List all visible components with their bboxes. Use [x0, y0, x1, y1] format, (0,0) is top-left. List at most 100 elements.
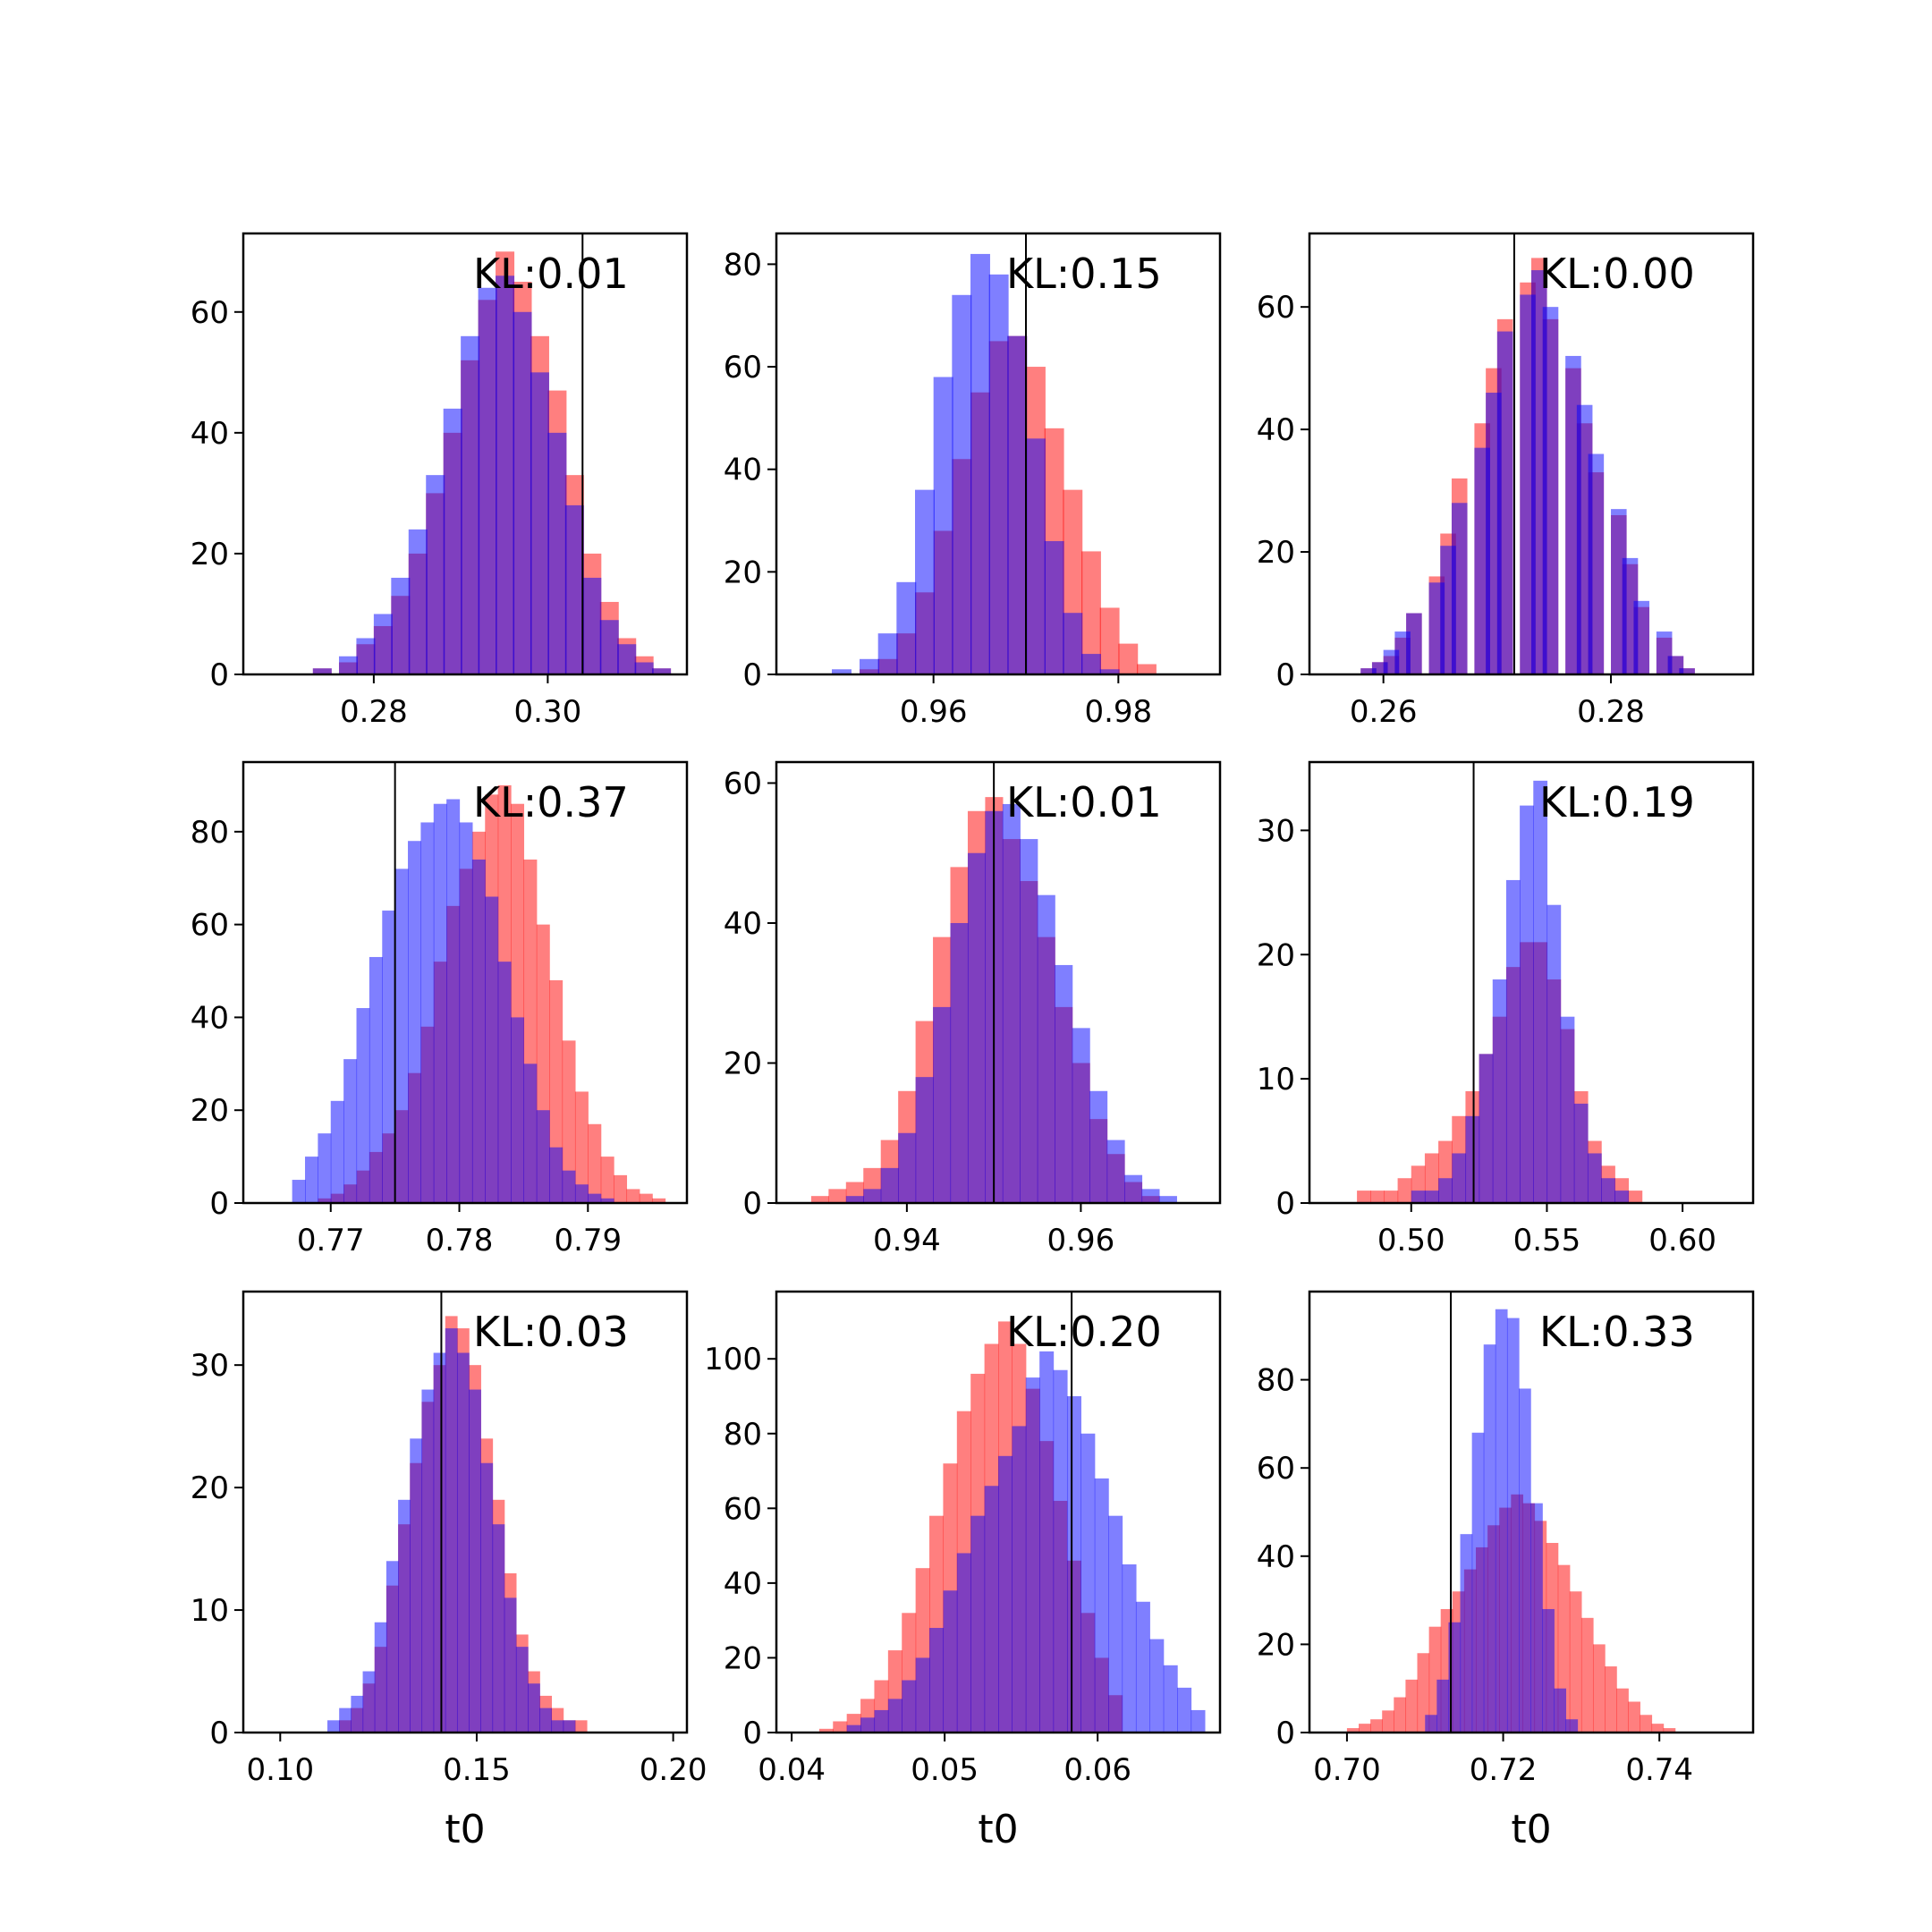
red-series-bar	[1384, 1191, 1399, 1203]
blue-series-bar	[408, 841, 421, 1203]
plot-area	[327, 1292, 588, 1733]
panel-frame	[1308, 1290, 1755, 1734]
blue-series-bar	[373, 614, 393, 674]
red-series-bar	[626, 1189, 640, 1203]
plot-area	[818, 1292, 1206, 1733]
blue-series-bar	[549, 1147, 564, 1203]
blue-series-bar	[338, 656, 358, 674]
blue-series-bar	[312, 668, 332, 674]
blue-series-bar	[1007, 335, 1028, 674]
blue-series-bar	[421, 1389, 435, 1733]
blue-series-bar	[443, 408, 462, 674]
blue-series-bar	[394, 869, 409, 1203]
x-tick-label: 0.98	[1084, 694, 1152, 730]
x-tick-label: 0.94	[873, 1223, 941, 1258]
blue-series-bar	[513, 311, 532, 674]
blue-series-bar	[420, 822, 435, 1203]
blue-series-bar	[967, 852, 987, 1203]
blue-series-bar	[1406, 613, 1422, 674]
blue-series-bar	[1520, 805, 1534, 1203]
blue-series-bar	[1002, 803, 1021, 1203]
y-tick-label: 80	[724, 247, 762, 283]
red-series-bar	[574, 1091, 589, 1203]
blue-series-bar	[1106, 1140, 1125, 1203]
red-series-bar	[1628, 1191, 1643, 1203]
blue-series-bar	[1554, 1688, 1567, 1733]
kl-annotation: KL:0.00	[1539, 250, 1695, 298]
red-series-bar	[1569, 1591, 1582, 1733]
blue-series-bar	[863, 1189, 882, 1203]
red-series-bar	[833, 1721, 848, 1733]
y-tick-label: 0	[1275, 1716, 1295, 1751]
blue-series-bar	[1614, 1191, 1630, 1203]
blue-series-bar	[426, 475, 445, 674]
red-series-bar	[1640, 1715, 1653, 1733]
blue-series-bar	[943, 1590, 958, 1733]
blue-series-bar	[887, 1699, 902, 1733]
kl-annotation: KL:0.20	[1006, 1308, 1162, 1356]
blue-series-bar	[351, 1695, 364, 1733]
blue-series-bar	[929, 1628, 945, 1733]
histogram-panel-7: 0.10 0.15 0.20 0 10 20 30 KL:0.03 t0	[191, 1290, 708, 1852]
blue-series-bar	[1037, 894, 1055, 1203]
blue-series-bar	[915, 1077, 934, 1203]
y-tick-label: 0	[742, 657, 762, 693]
red-series-bar	[1357, 1191, 1371, 1203]
blue-series-bar	[845, 1196, 864, 1203]
blue-series-bar	[1044, 540, 1064, 674]
histogram-panel-8: 0.04 0.05 0.06 0 20 40 60 80 100 KL:0.20 t0	[704, 1290, 1222, 1852]
red-series-bar	[1382, 1710, 1394, 1733]
blue-series-bar	[496, 275, 515, 674]
blue-series-bar	[528, 1683, 540, 1733]
x-tick-label: 0.20	[640, 1752, 708, 1788]
blue-series-bar	[480, 1462, 494, 1733]
x-tick-label: 0.04	[758, 1752, 826, 1788]
red-series-bar	[574, 1720, 588, 1733]
blue-series-bar	[459, 822, 473, 1203]
blue-series-bar	[1546, 904, 1562, 1203]
y-tick-label: 60	[724, 1491, 762, 1527]
blue-series-bar	[1149, 1639, 1165, 1733]
y-tick-label: 40	[724, 906, 762, 942]
blue-series-bar	[547, 432, 567, 674]
blue-series-bar	[950, 922, 969, 1203]
kl-annotation: KL:0.15	[1006, 250, 1162, 298]
blue-series-bar	[1519, 1388, 1531, 1733]
panel-frame	[1308, 760, 1755, 1205]
y-tick-label: 0	[1275, 1186, 1295, 1222]
y-tick-label: 20	[724, 1640, 762, 1676]
blue-series-bar	[1089, 1090, 1108, 1203]
y-tick-label: 10	[1257, 1062, 1295, 1097]
red-series-bar	[549, 979, 564, 1203]
blue-series-bar	[382, 911, 396, 1203]
histogram-grid: 0.28 0.30 0 20 40 60 KL:0.01 0.96 0.98 0 20 40 60 80 K…	[191, 232, 1755, 1852]
blue-series-bar	[492, 1524, 505, 1733]
blue-series-bar	[1436, 1679, 1450, 1733]
panel-frame	[242, 232, 689, 676]
blue-series-bar	[896, 581, 917, 674]
blue-series-bar	[933, 377, 953, 674]
x-tick-label: 0.06	[1063, 1752, 1131, 1788]
blue-series-bar	[504, 1597, 517, 1733]
y-tick-label: 60	[191, 908, 229, 944]
y-tick-label: 0	[742, 1716, 762, 1751]
x-tick-label: 0.79	[554, 1223, 622, 1258]
y-tick-label: 30	[1257, 813, 1295, 849]
x-tick-label: 0.70	[1313, 1752, 1381, 1788]
x-tick-label: 0.28	[1577, 694, 1645, 730]
blue-series-bar	[1505, 879, 1521, 1203]
red-series-bar	[1580, 1617, 1594, 1733]
blue-series-bar	[588, 1193, 602, 1203]
blue-series-bar	[327, 1720, 340, 1733]
y-tick-label: 40	[1257, 412, 1295, 448]
blue-series-bar	[988, 274, 1009, 674]
blue-series-bar	[860, 658, 879, 674]
y-tick-label: 40	[724, 453, 762, 488]
blue-series-bar	[318, 1133, 332, 1203]
y-tick-label: 0	[209, 1186, 229, 1222]
blue-series-bar	[1053, 1369, 1068, 1733]
y-tick-label: 0	[742, 1186, 762, 1222]
panel-frame	[242, 760, 689, 1205]
blue-series-bar	[1063, 613, 1083, 674]
x-tick-label: 0.15	[443, 1752, 511, 1788]
